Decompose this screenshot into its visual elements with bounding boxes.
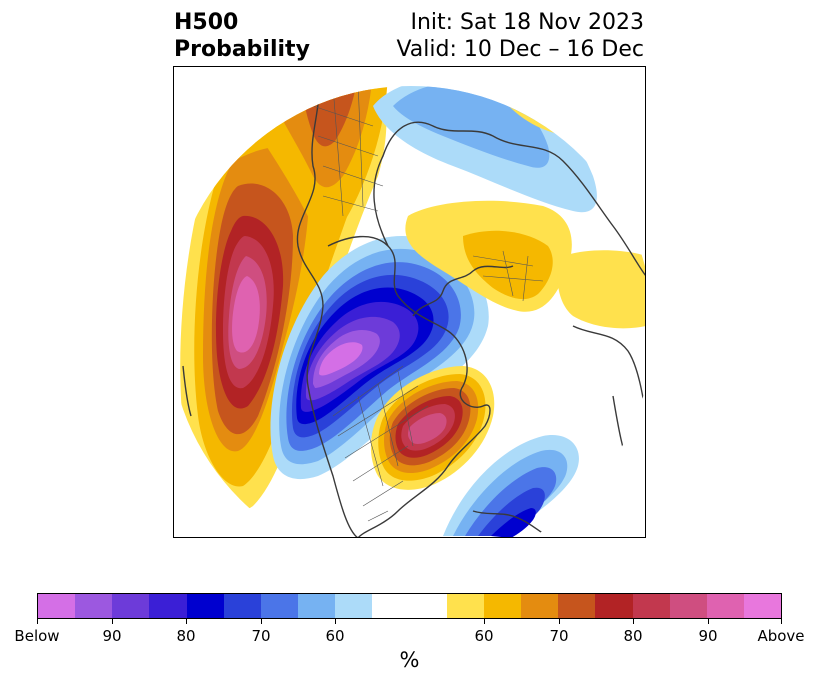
colorbar-tick-label: 60 [325, 627, 345, 645]
colorbar-segment [38, 594, 76, 618]
title-field: Probability [174, 37, 310, 62]
political-borders [312, 86, 544, 522]
colorbar-tick [633, 619, 634, 624]
southeast-below-anomaly [443, 435, 579, 538]
colorbar-tick-label: 90 [102, 627, 122, 645]
colorbar-segment [298, 594, 336, 618]
colorbar-ticks [37, 619, 782, 625]
colorbar-segment [335, 594, 373, 618]
colorbar-segment [409, 594, 447, 618]
colorbar-segment [75, 594, 113, 618]
colorbar-unit: % [399, 648, 420, 672]
anomaly-fields [173, 86, 646, 538]
colorbar-segment [669, 594, 707, 618]
colorbar [37, 593, 782, 619]
colorbar-segment [706, 594, 744, 618]
colorbar-labels: Below 90 80 70 60 60 70 80 90 Above [14, 627, 804, 647]
colorbar-segment [223, 594, 261, 618]
colorbar-tick-label: 70 [251, 627, 271, 645]
colorbar-segment [521, 594, 559, 618]
colorbar-tick-label: 60 [474, 627, 494, 645]
colorbar-tick [335, 619, 336, 624]
colorbar-tick [186, 619, 187, 624]
colorbar-segment [186, 594, 224, 618]
colorbar-tick-label: 80 [623, 627, 643, 645]
colorbar-tick-label: Below [14, 627, 60, 645]
colorbar-segment [149, 594, 187, 618]
colorbar-tick-label: 90 [698, 627, 718, 645]
colorbar-tick [781, 619, 782, 624]
colorbar-tick [261, 619, 262, 624]
colorbar-tick [112, 619, 113, 624]
above-95-contour [232, 276, 260, 353]
map-title: H500 Probability [174, 9, 310, 63]
colorbar-tick [37, 619, 38, 624]
below-max-contour [319, 342, 363, 376]
colorbar-segment [632, 594, 670, 618]
colorbar-segment [595, 594, 633, 618]
colorbar-segment [446, 594, 484, 618]
colorbar-tick [559, 619, 560, 624]
colorbar-tick [708, 619, 709, 624]
probability-map [173, 66, 646, 538]
colorbar-segment [112, 594, 150, 618]
colorbar-segment [743, 594, 782, 618]
colorbar-segment [260, 594, 299, 618]
forecast-dates: Init: Sat 18 Nov 2023 Valid: 10 Dec – 16… [396, 9, 644, 63]
colorbar-segment [372, 594, 410, 618]
colorbar-tick [484, 619, 485, 624]
colorbar-tick-label: 70 [549, 627, 569, 645]
colorbar-segment [558, 594, 596, 618]
init-date: Init: Sat 18 Nov 2023 [410, 10, 644, 35]
valid-date-range: Valid: 10 Dec – 16 Dec [396, 37, 644, 62]
coastlines [182, 86, 646, 538]
colorbar-tick-label: Above [757, 627, 805, 645]
colorbar-segment [483, 594, 522, 618]
title-variable: H500 [174, 10, 239, 35]
colorbar-tick-label: 80 [176, 627, 196, 645]
western-below-anomaly [270, 236, 489, 480]
